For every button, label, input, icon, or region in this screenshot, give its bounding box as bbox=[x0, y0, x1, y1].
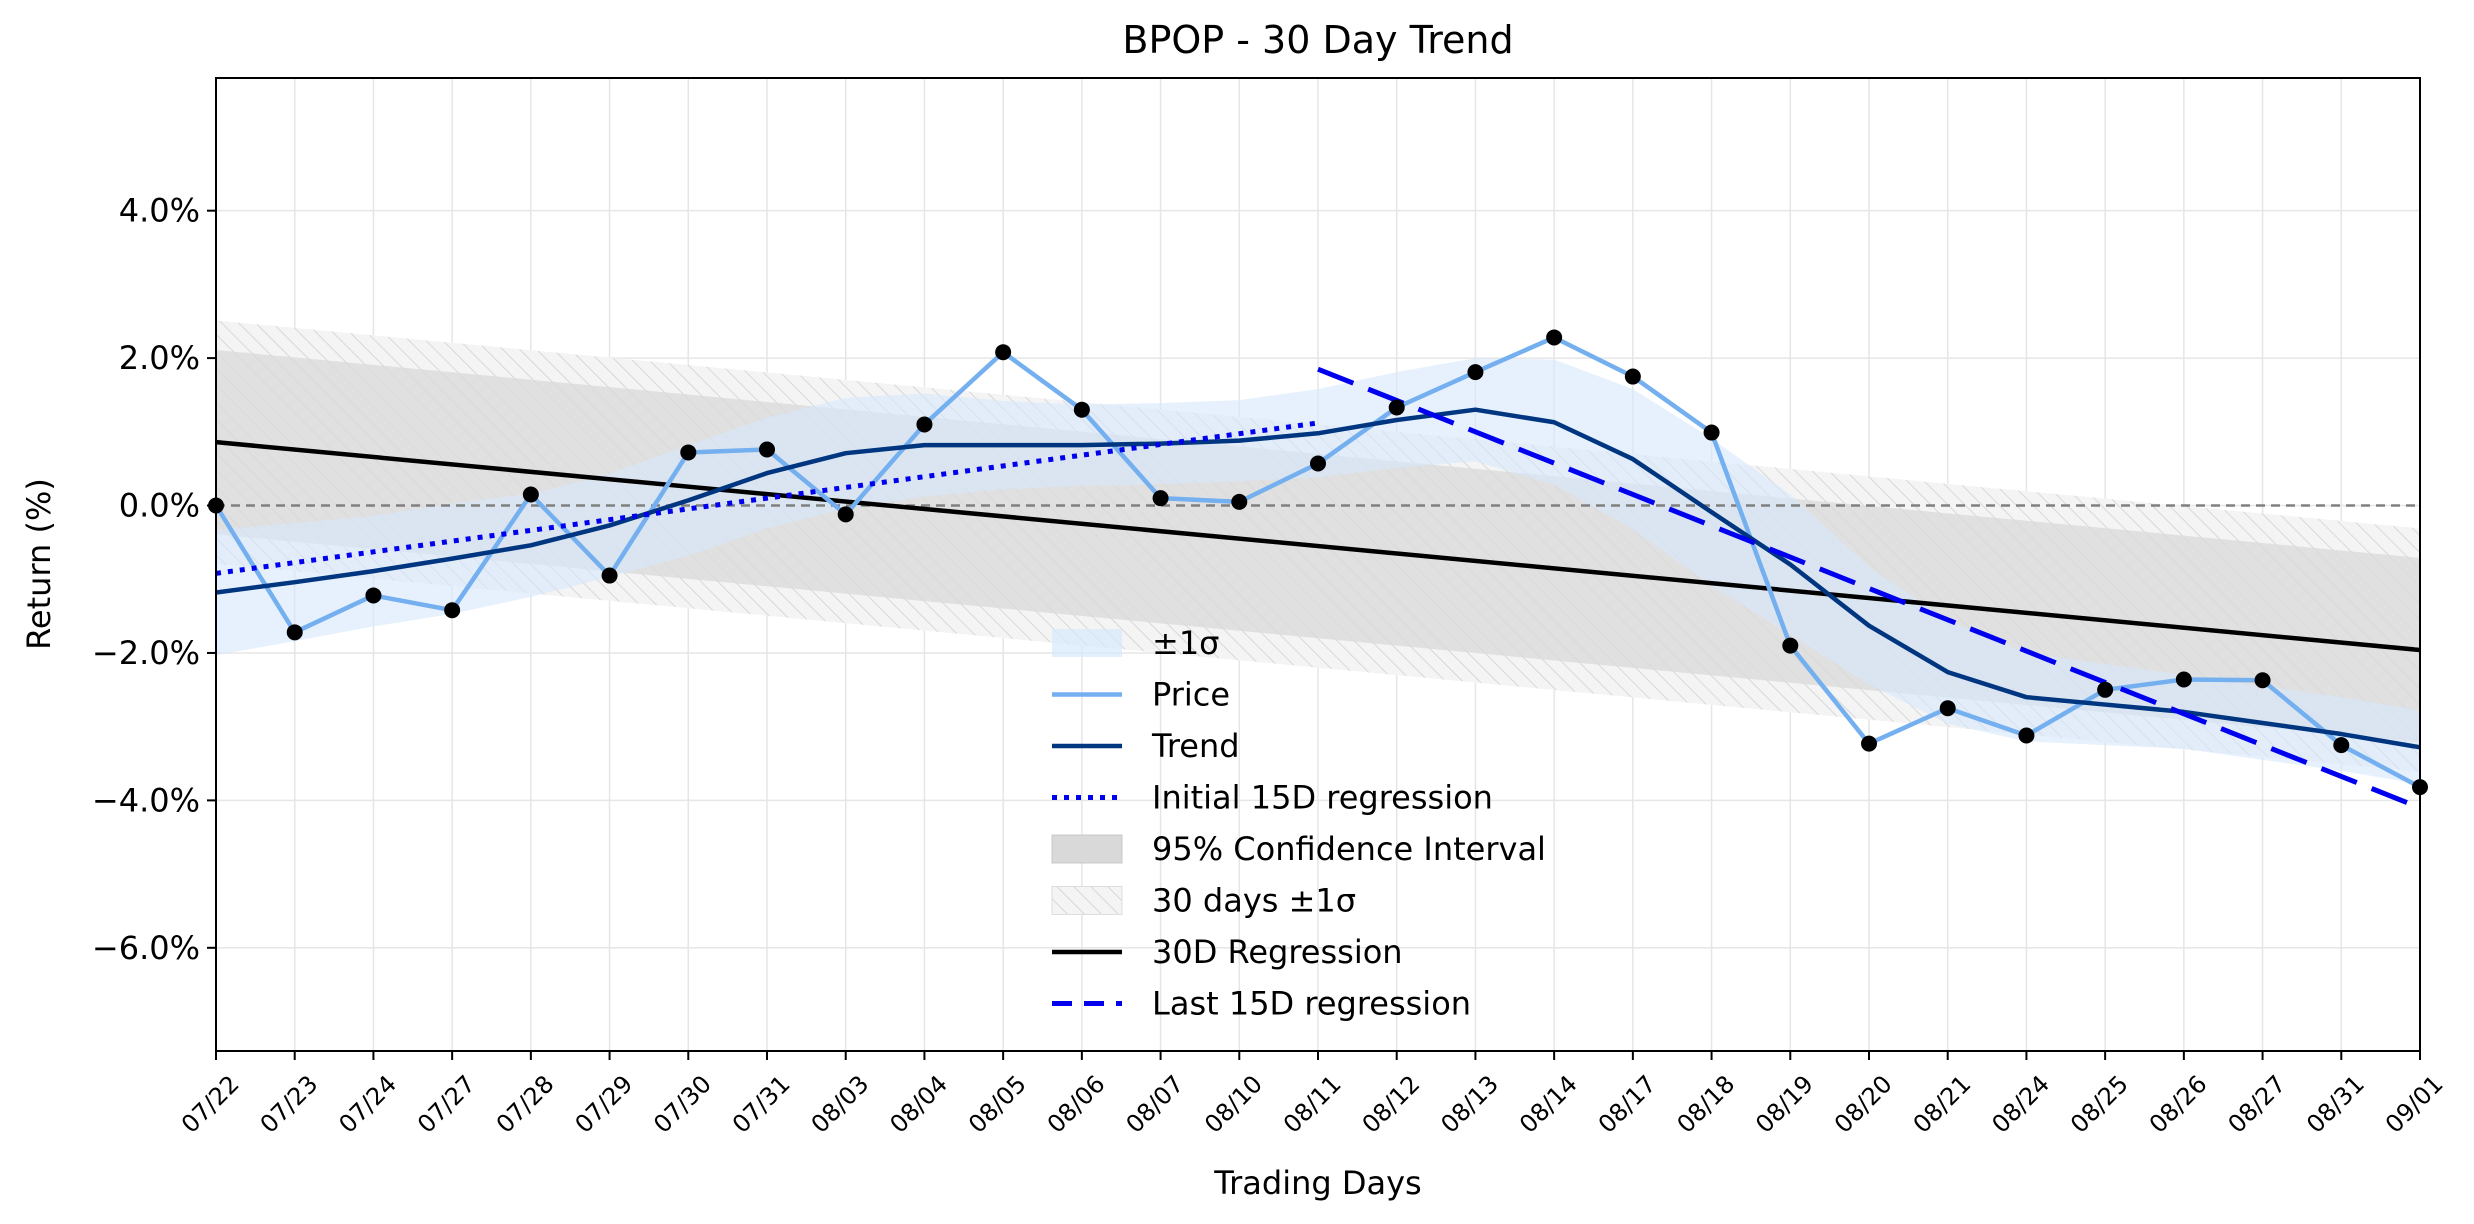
legend-label: Trend bbox=[1151, 727, 1240, 765]
legend-label: Initial 15D regression bbox=[1152, 779, 1493, 817]
x-tick-label: 08/12 bbox=[1357, 1070, 1426, 1139]
x-tick-label: 07/29 bbox=[570, 1070, 639, 1139]
x-tick-label: 08/03 bbox=[806, 1070, 875, 1139]
band-sigma bbox=[216, 358, 2420, 785]
x-tick-label: 08/25 bbox=[2065, 1070, 2134, 1139]
legend-swatch bbox=[1051, 886, 1123, 915]
x-tick-label: 08/14 bbox=[1514, 1070, 1583, 1139]
price-point bbox=[1939, 700, 1956, 717]
x-tick-label: 07/27 bbox=[412, 1070, 481, 1139]
price-point bbox=[995, 344, 1012, 361]
y-axis: 4.0% 2.0% 0.0% −2.0% −4.0% −6.0% bbox=[92, 192, 216, 967]
x-tick-label: 08/19 bbox=[1750, 1070, 1819, 1139]
series-trend bbox=[216, 407, 2420, 750]
price-point bbox=[1861, 735, 1877, 752]
price-point bbox=[1782, 637, 1799, 654]
price-point bbox=[1624, 368, 1641, 385]
price-point bbox=[1703, 424, 1720, 441]
price-point bbox=[916, 416, 933, 433]
x-tick-label: 07/22 bbox=[176, 1070, 245, 1139]
price-point bbox=[680, 444, 697, 461]
x-tick-label: 07/30 bbox=[648, 1070, 717, 1139]
x-tick-label: 08/11 bbox=[1278, 1070, 1347, 1139]
price-point bbox=[837, 506, 854, 523]
x-tick-label: 07/24 bbox=[333, 1070, 402, 1139]
legend-label: ±1σ bbox=[1152, 624, 1219, 662]
price-point bbox=[2018, 727, 2035, 744]
x-tick-label: 08/26 bbox=[2144, 1070, 2213, 1139]
x-tick-label: 08/18 bbox=[1672, 1070, 1741, 1139]
x-tick-label: 08/24 bbox=[1986, 1070, 2055, 1139]
x-tick-label: 08/20 bbox=[1829, 1070, 1898, 1139]
legend-label: 30 days ±1σ bbox=[1152, 882, 1356, 920]
x-tick-label: 08/31 bbox=[2301, 1070, 2370, 1139]
price-point bbox=[2254, 672, 2271, 689]
price-point bbox=[2097, 681, 2114, 698]
points bbox=[208, 329, 2428, 796]
price-point bbox=[759, 441, 775, 458]
y-tick-label: −6.0% bbox=[92, 929, 200, 967]
x-tick-label: 08/13 bbox=[1435, 1070, 1504, 1139]
legend-swatch bbox=[1052, 629, 1122, 657]
x-tick-label: 07/31 bbox=[727, 1070, 796, 1139]
price-point bbox=[1231, 493, 1248, 510]
chart-title: BPOP - 30 Day Trend bbox=[1122, 18, 1513, 62]
price-point bbox=[1152, 490, 1169, 507]
x-tick-label: 07/28 bbox=[491, 1070, 560, 1139]
price-point bbox=[601, 567, 618, 584]
legend-label: Price bbox=[1152, 676, 1230, 714]
price-point bbox=[2175, 671, 2192, 688]
price-point bbox=[1310, 455, 1326, 472]
y-tick-label: −4.0% bbox=[92, 781, 200, 819]
legend-label: 30D Regression bbox=[1152, 933, 1403, 971]
x-tick-label: 08/04 bbox=[884, 1070, 953, 1139]
x-tick-label: 08/07 bbox=[1121, 1070, 1190, 1139]
x-tick-label: 08/06 bbox=[1042, 1070, 1111, 1139]
x-tick-label: 07/23 bbox=[255, 1070, 324, 1139]
legend-label: 95% Confidence Interval bbox=[1152, 830, 1546, 868]
price-point bbox=[1388, 399, 1405, 416]
x-tick-label: 08/17 bbox=[1593, 1070, 1662, 1139]
price-point bbox=[1546, 329, 1563, 346]
price-point bbox=[286, 624, 303, 641]
y-tick-label: 0.0% bbox=[119, 487, 200, 525]
series-30d-regression bbox=[216, 439, 2420, 653]
y-axis-label: Return (%) bbox=[20, 478, 58, 650]
price-point bbox=[1073, 401, 1090, 418]
x-tick-label: 08/27 bbox=[2223, 1070, 2292, 1139]
x-axis: 07/22 07/23 07/24 07/27 07/28 07/29 07/30 07/31… bbox=[176, 1051, 2449, 1139]
y-tick-label: −2.0% bbox=[92, 634, 200, 672]
y-tick-label: 4.0% bbox=[119, 192, 200, 230]
price-point bbox=[365, 587, 382, 604]
price-point bbox=[444, 602, 461, 619]
x-axis-label: Trading Days bbox=[1213, 1164, 1421, 1202]
legend-swatch bbox=[1051, 834, 1123, 864]
series-last-15d-regression bbox=[1317, 366, 2420, 811]
price-point bbox=[2333, 737, 2350, 754]
legend: ±1σ Price Trend Initial 15D regression 95% C… bbox=[1051, 624, 1546, 1023]
price-point bbox=[1467, 364, 1484, 381]
x-tick-label: 09/01 bbox=[2380, 1070, 2449, 1139]
legend-label: Last 15D regression bbox=[1152, 985, 1471, 1023]
price-point bbox=[522, 486, 539, 503]
x-tick-label: 08/05 bbox=[963, 1070, 1032, 1139]
series-initial-15d-regression bbox=[216, 420, 1319, 576]
x-tick-label: 08/10 bbox=[1199, 1070, 1268, 1139]
y-tick-label: 2.0% bbox=[119, 339, 200, 377]
x-tick-label: 08/21 bbox=[1908, 1070, 1977, 1139]
